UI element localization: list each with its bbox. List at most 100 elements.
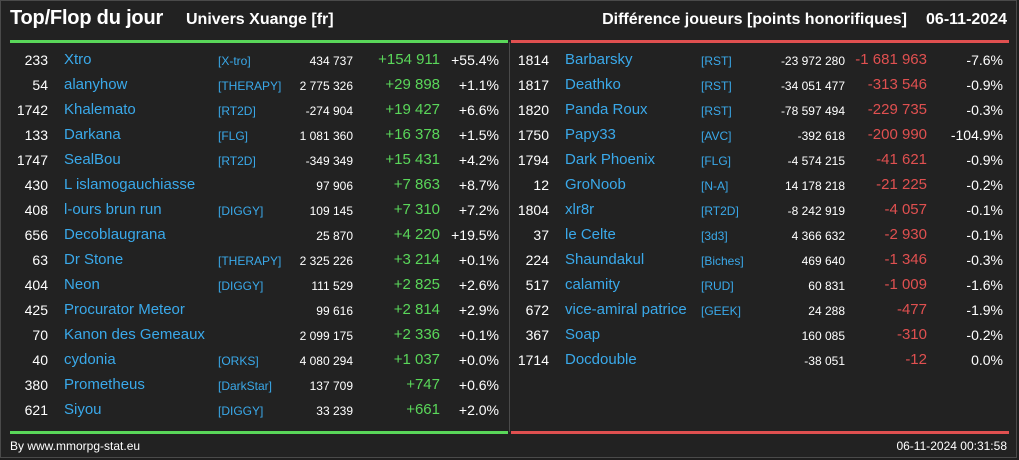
- table-row: 40 cydonia [ORKS] 4 080 294 +1 037 +0.0%: [10, 348, 508, 373]
- player-points: 4 366 632: [791, 229, 845, 243]
- source-credit: By www.mmorpg-stat.eu: [10, 439, 141, 453]
- player-points: -274 904: [305, 104, 353, 118]
- points-delta: +19 427: [385, 101, 440, 118]
- player-rank: 40: [32, 352, 48, 368]
- table-row: 1804 xlr8r [RT2D] -8 242 919 -4 057 -0.1%: [511, 198, 1009, 223]
- player-points: -34 051 477: [780, 79, 845, 93]
- points-delta: +7 310: [393, 201, 440, 218]
- points-delta: -200 990: [867, 126, 927, 143]
- metric-label: Différence joueurs [points honorifiques]: [602, 11, 907, 28]
- player-name-link[interactable]: xlr8r: [565, 201, 595, 218]
- player-name-link[interactable]: Xtro: [64, 51, 92, 68]
- table-row: 621 Siyou [DIGGY] 33 239 +661 +2.0%: [10, 398, 508, 423]
- alliance-tag-link[interactable]: [AVC]: [701, 129, 732, 143]
- player-rank: 1804: [517, 202, 549, 218]
- player-name-link[interactable]: Prometheus: [64, 376, 145, 393]
- player-points: 469 640: [801, 254, 845, 268]
- player-rank: 656: [24, 227, 48, 243]
- alliance-tag-link[interactable]: [GEEK]: [701, 304, 742, 318]
- player-rank: 12: [533, 177, 549, 193]
- player-points: -38 051: [804, 354, 845, 368]
- alliance-tag-link[interactable]: [X-tro]: [218, 54, 251, 68]
- player-name-link[interactable]: Procurator Meteor: [64, 301, 185, 318]
- player-name-link[interactable]: le Celte: [565, 226, 616, 243]
- points-delta: -1 346: [884, 251, 927, 268]
- player-name-link[interactable]: Kanon des Gemeaux: [64, 326, 205, 343]
- points-delta: +3 214: [393, 251, 440, 268]
- alliance-tag-link[interactable]: [THERAPY]: [218, 79, 282, 93]
- alliance-tag-link[interactable]: [RUD]: [701, 279, 734, 293]
- player-name-link[interactable]: alanyhow: [64, 76, 128, 93]
- alliance-tag-link[interactable]: [Biches]: [701, 254, 744, 268]
- player-name-link[interactable]: SealBou: [64, 151, 121, 168]
- player-rank: 1820: [517, 102, 549, 118]
- alliance-tag-link[interactable]: [RT2D]: [701, 204, 739, 218]
- table-row: 404 Neon [DIGGY] 111 529 +2 825 +2.6%: [10, 273, 508, 298]
- alliance-tag-link[interactable]: [RT2D]: [218, 104, 256, 118]
- alliance-tag-link[interactable]: [DIGGY]: [218, 279, 264, 293]
- player-name-link[interactable]: Docdouble: [565, 351, 637, 368]
- player-points: 434 737: [309, 54, 353, 68]
- alliance-tag-link[interactable]: [FLG]: [218, 129, 249, 143]
- player-name-link[interactable]: Khalemato: [64, 101, 136, 118]
- player-rank: 1814: [517, 52, 549, 68]
- player-name-link[interactable]: Panda Roux: [565, 101, 648, 118]
- points-delta: -41 621: [876, 151, 927, 168]
- player-rank: 37: [533, 227, 549, 243]
- player-points: -23 972 280: [780, 54, 845, 68]
- alliance-tag-link[interactable]: [RT2D]: [218, 154, 256, 168]
- player-rank: 367: [525, 327, 549, 343]
- player-name-link[interactable]: cydonia: [64, 351, 116, 368]
- player-points: -78 597 494: [780, 104, 845, 118]
- player-rank: 1817: [517, 77, 549, 93]
- alliance-tag-link[interactable]: [3d3]: [701, 229, 728, 243]
- player-name-link[interactable]: Barbarsky: [565, 51, 633, 68]
- player-name-link[interactable]: Decoblaugrana: [64, 226, 166, 243]
- alliance-tag-link[interactable]: [DarkStar]: [218, 379, 273, 393]
- alliance-tag-link[interactable]: [RST]: [701, 54, 732, 68]
- player-name-link[interactable]: calamity: [565, 276, 621, 293]
- points-delta: -1 009: [884, 276, 927, 293]
- player-name-link[interactable]: Dark Phoenix: [565, 151, 656, 168]
- player-rank: 63: [32, 252, 48, 268]
- alliance-tag-link[interactable]: [N-A]: [701, 179, 729, 193]
- table-row: 408 l-ours brun run [DIGGY] 109 145 +7 310 +7…: [10, 198, 508, 223]
- table-row: 656 Decoblaugrana 25 870 +4 220 +19.5%: [10, 223, 508, 248]
- points-delta: -313 546: [867, 76, 927, 93]
- player-name-link[interactable]: L islamogauchiasse: [64, 176, 196, 193]
- table-row: 430 L islamogauchiasse 97 906 +7 863 +8.7%: [10, 173, 508, 198]
- table-row: 1742 Khalemato [RT2D] -274 904 +19 427 +6.6%: [10, 98, 508, 123]
- table-row: 672 vice-amiral patrice [GEEK] 24 288 -477 -1…: [511, 298, 1009, 323]
- player-name-link[interactable]: Neon: [64, 276, 100, 293]
- alliance-tag-link[interactable]: [DIGGY]: [218, 204, 264, 218]
- alliance-tag-link[interactable]: [DIGGY]: [218, 404, 264, 418]
- alliance-tag-link[interactable]: [FLG]: [701, 154, 732, 168]
- table-row: 1714 Docdouble -38 051 -12 0.0%: [511, 348, 1009, 373]
- player-name-link[interactable]: Dr Stone: [64, 251, 124, 268]
- player-rank: 404: [24, 277, 48, 293]
- alliance-tag-link[interactable]: [ORKS]: [218, 354, 259, 368]
- player-name-link[interactable]: GroNoob: [565, 176, 626, 193]
- player-name-link[interactable]: Papy33: [565, 126, 616, 143]
- player-name-link[interactable]: Soap: [565, 326, 601, 343]
- player-name-link[interactable]: Darkana: [64, 126, 121, 143]
- points-percent: +0.0%: [458, 352, 499, 368]
- player-name-link[interactable]: Deathko: [565, 76, 621, 93]
- points-percent: -1.6%: [966, 277, 1003, 293]
- player-name-link[interactable]: l-ours brun run: [64, 201, 162, 218]
- player-name-link[interactable]: Siyou: [64, 401, 102, 418]
- points-delta: -477: [896, 301, 927, 318]
- points-percent: -0.2%: [966, 327, 1003, 343]
- flop-panel-bottom-bar: [511, 431, 1009, 434]
- player-name-link[interactable]: vice-amiral patrice: [565, 301, 687, 318]
- alliance-tag-link[interactable]: [RST]: [701, 79, 732, 93]
- table-row: 425 Procurator Meteor 99 616 +2 814 +2.9%: [10, 298, 508, 323]
- alliance-tag-link[interactable]: [RST]: [701, 104, 732, 118]
- player-name-link[interactable]: Shaundakul: [565, 251, 645, 268]
- points-delta: -2 930: [884, 226, 927, 243]
- alliance-tag-link[interactable]: [THERAPY]: [218, 254, 282, 268]
- points-delta: +15 431: [385, 151, 440, 168]
- player-rank: 621: [24, 402, 48, 418]
- player-points: 24 288: [808, 304, 845, 318]
- points-delta: -12: [905, 351, 927, 368]
